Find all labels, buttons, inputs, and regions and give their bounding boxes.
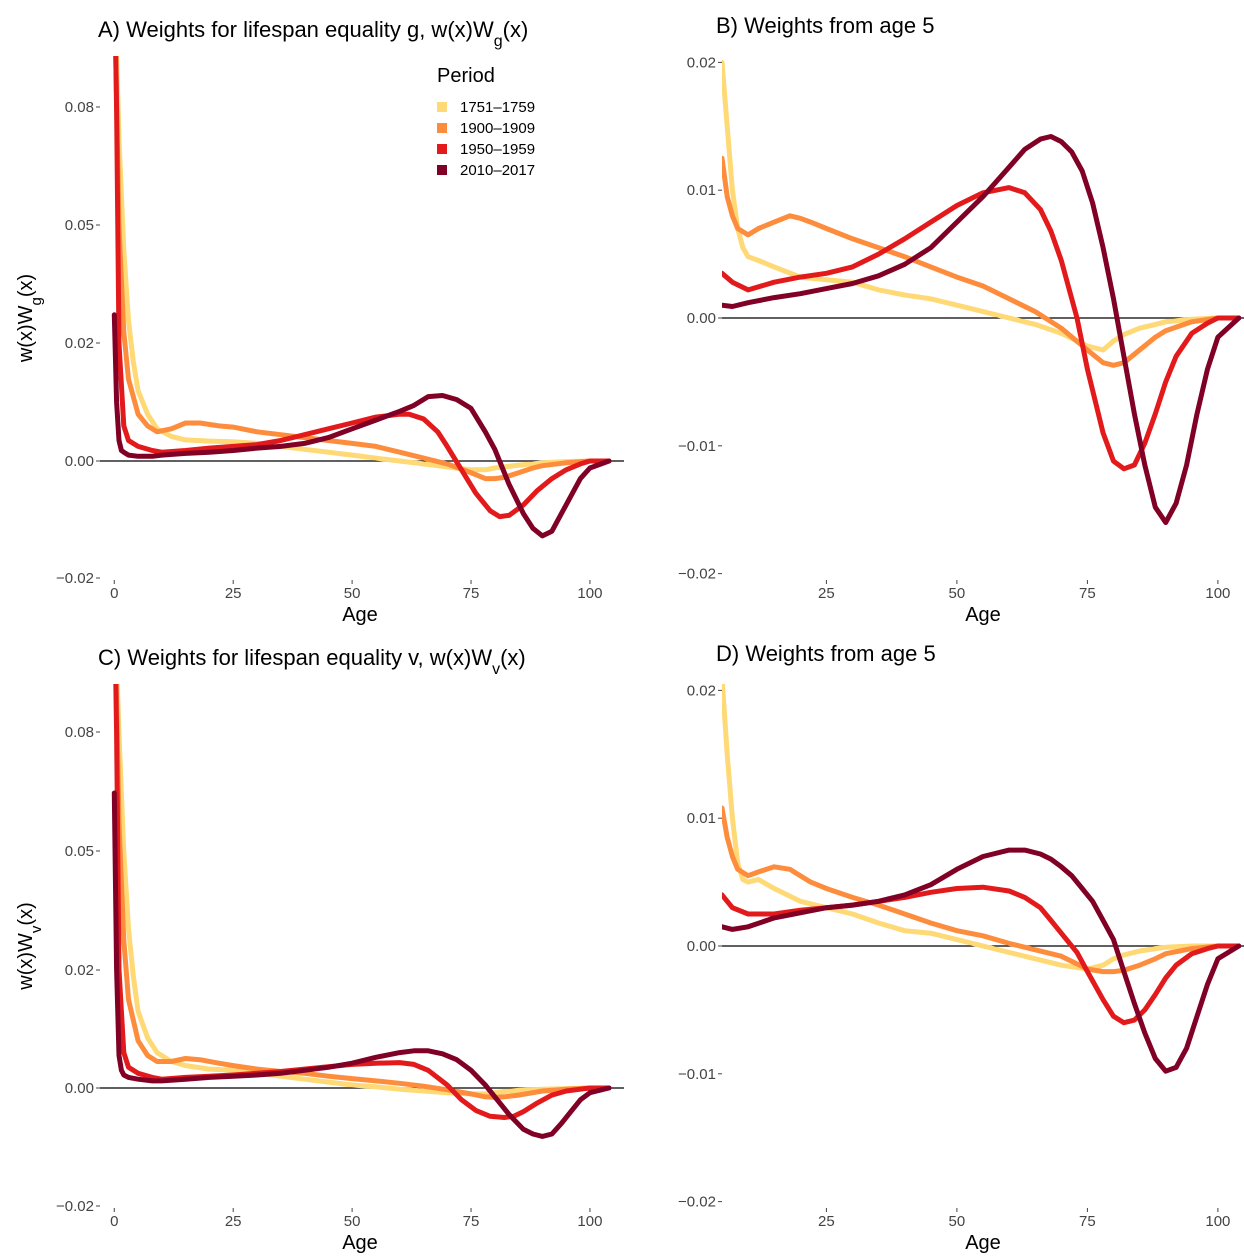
panel-title-end: (x) (503, 17, 529, 42)
x-tick-label: 75 (1079, 585, 1096, 602)
x-tick-label: 0 (110, 1213, 118, 1230)
y-tick-label: −0.02 (678, 1194, 716, 1211)
x-axis-label: Age (342, 604, 378, 626)
y-tick-label: 0.08 (65, 99, 94, 116)
x-tick-label: 75 (463, 1213, 480, 1230)
series-line-19001909 (113, 56, 612, 482)
legend: Period 1751–1759 1900–1909 1950–1959 2010–20… (437, 65, 535, 179)
series-line-20102017 (722, 134, 1242, 525)
y-tick-label: 0.00 (65, 453, 94, 470)
x-tick-label: 100 (577, 585, 602, 602)
series-line-20102017 (722, 847, 1242, 1074)
y-axis-label: w(x)Wg(x) (15, 274, 45, 363)
panel-title-text: D) Weights from age 5 (716, 641, 936, 666)
y-tick-label: 0.01 (687, 182, 716, 199)
y-tick-label: 0.05 (65, 217, 94, 234)
y-axis-label-end: (x) (15, 274, 37, 297)
panel-title: C) Weights for lifespan equality v, w(x)… (98, 645, 526, 678)
y-tick-label: 0.00 (65, 1080, 94, 1097)
legend-swatch (437, 102, 447, 112)
y-axis-label-text: w(x)W (15, 933, 37, 991)
legend-label: 1751–1759 (460, 99, 535, 116)
y-axis-label-subscript: g (28, 297, 45, 305)
legend-swatch (437, 144, 447, 154)
panel-title: A) Weights for lifespan equality g, w(x)… (98, 17, 528, 50)
y-axis-label-end: (x) (15, 902, 37, 925)
x-tick-label: 100 (1205, 1213, 1230, 1230)
x-tick-label: 50 (344, 585, 361, 602)
x-tick-label: 75 (1079, 1213, 1096, 1230)
legend-label: 1950–1959 (460, 141, 535, 158)
series-group (722, 59, 1242, 525)
series-line-19001909 (722, 155, 1242, 368)
panel-b: B) Weights from age 5 −0.02 −0.01 0.00 0.01 0… (678, 13, 1244, 626)
panel-title-end: (x) (500, 645, 526, 670)
y-tick-label: −0.02 (56, 1198, 94, 1215)
x-tick-label: 100 (1205, 585, 1230, 602)
x-tick-label: 100 (577, 1213, 602, 1230)
panel-d: D) Weights from age 5 −0.02 −0.01 0.00 0.01 0… (678, 641, 1244, 1254)
panel-title: D) Weights from age 5 (716, 641, 936, 666)
panel-c: C) Weights for lifespan equality v, w(x)… (15, 645, 624, 1254)
legend-title: Period (437, 65, 495, 87)
y-axis-label-subscript: v (28, 925, 45, 933)
panel-title-subscript: v (492, 661, 500, 678)
y-tick-label: −0.02 (678, 566, 716, 583)
panel-title-text: C) Weights for lifespan equality v, w(x)… (98, 645, 492, 670)
series-group (111, 684, 612, 1139)
x-axis-label: Age (965, 1232, 1001, 1254)
series-group (722, 684, 1242, 1074)
y-tick-label: 0.08 (65, 724, 94, 741)
x-tick-label: 50 (949, 1213, 966, 1230)
series-line-17511759 (114, 56, 612, 473)
panel-title-subscript: g (494, 33, 503, 50)
y-tick-label: 0.01 (687, 810, 716, 827)
x-tick-label: 25 (818, 1213, 835, 1230)
x-tick-label: 25 (225, 585, 242, 602)
y-tick-label: −0.01 (678, 1066, 716, 1083)
series-line-19001909 (722, 805, 1242, 975)
series-line-19501959 (722, 185, 1242, 472)
series-line-17511759 (722, 59, 1242, 353)
series-line-20102017 (111, 312, 612, 539)
y-tick-label: 0.00 (687, 938, 716, 955)
series-line-19001909 (113, 684, 612, 1100)
series-line-17511759 (722, 684, 1242, 972)
y-axis-label-text: w(x)W (15, 305, 37, 363)
x-axis-label: Age (342, 1232, 378, 1254)
legend-label: 2010–2017 (460, 162, 535, 179)
y-axis-label: w(x)Wv(x) (15, 902, 45, 990)
x-tick-label: 50 (344, 1213, 361, 1230)
y-tick-label: 0.02 (687, 682, 716, 699)
legend-swatch (437, 123, 447, 133)
x-axis-label: Age (965, 604, 1001, 626)
y-tick-label: 0.00 (687, 310, 716, 327)
x-tick-label: 25 (818, 585, 835, 602)
y-tick-label: 0.02 (65, 335, 94, 352)
series-group (111, 56, 612, 539)
y-tick-label: 0.05 (65, 843, 94, 860)
panel-a: A) Weights for lifespan equality g, w(x)… (15, 17, 624, 626)
y-tick-label: −0.01 (678, 438, 716, 455)
series-line-19501959 (113, 684, 612, 1120)
y-tick-label: 0.02 (687, 54, 716, 71)
legend-label: 1900–1909 (460, 120, 535, 137)
x-tick-label: 75 (463, 585, 480, 602)
panel-title-text: A) Weights for lifespan equality g, w(x)… (98, 17, 494, 42)
panel-title: B) Weights from age 5 (716, 13, 934, 38)
panel-title-text: B) Weights from age 5 (716, 13, 934, 38)
x-tick-label: 0 (110, 585, 118, 602)
y-tick-label: 0.02 (65, 962, 94, 979)
x-tick-label: 25 (225, 1213, 242, 1230)
panels: A) Weights for lifespan equality g, w(x)… (15, 13, 1244, 1254)
y-tick-label: −0.02 (56, 570, 94, 587)
x-tick-label: 50 (949, 585, 966, 602)
legend-swatch (437, 165, 447, 175)
series-line-20102017 (111, 790, 612, 1139)
series-line-17511759 (114, 684, 612, 1097)
